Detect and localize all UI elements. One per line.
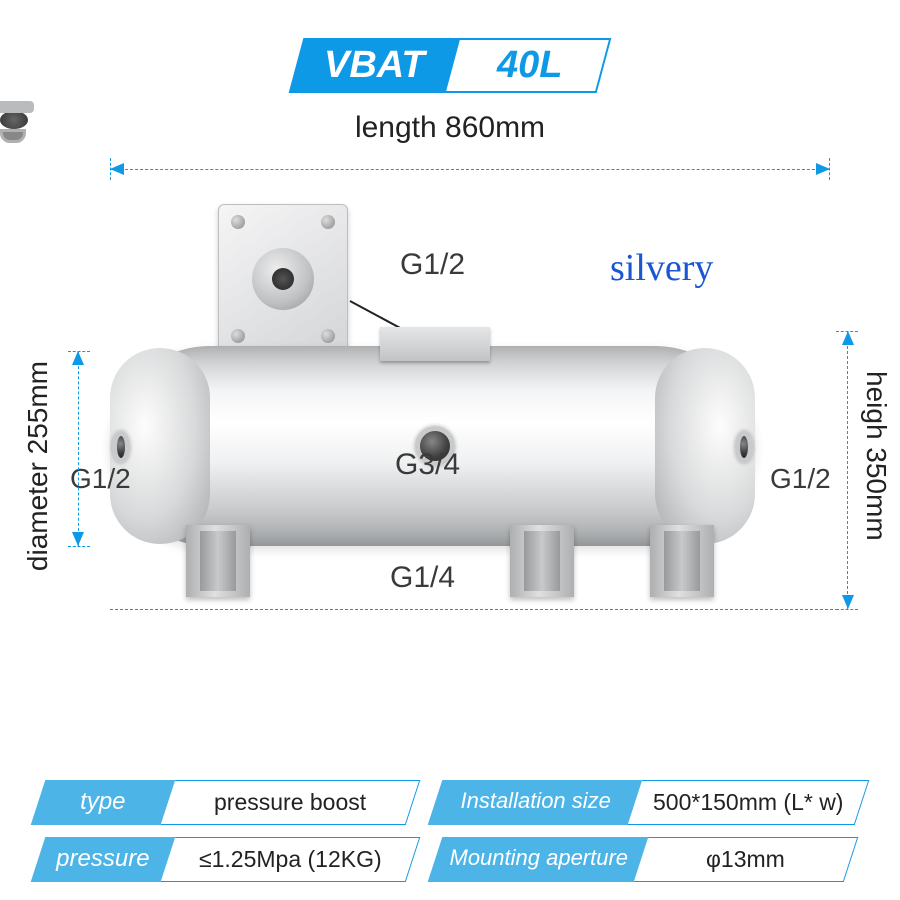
spec-row-install: Installation size 500*150mm (L* w) xyxy=(435,780,862,825)
spec-value-type: pressure boost xyxy=(160,780,420,825)
arrow-up-icon xyxy=(72,351,84,365)
spec-row-pressure: pressure ≤1.25Mpa (12KG) xyxy=(38,837,413,882)
spec-value-text: 500*150mm (L* w) xyxy=(653,789,843,816)
height-tick-bottom xyxy=(836,609,858,610)
spec-label-mount: Mounting aperture xyxy=(427,837,648,882)
spec-value-text: ≤1.25Mpa (12KG) xyxy=(198,846,381,873)
spec-label-text: type xyxy=(80,788,125,816)
bolt-icon xyxy=(321,215,335,229)
tank-foot xyxy=(186,525,250,597)
length-label: length 860mm xyxy=(0,111,900,145)
spec-value-mount: φ13mm xyxy=(634,837,859,882)
spec-label-text: pressure xyxy=(56,845,149,873)
diameter-label: diameter 255mm xyxy=(22,361,54,571)
flange-plate xyxy=(218,204,348,354)
model-badge: VBAT xyxy=(289,38,460,93)
flange-hole xyxy=(272,268,294,290)
arrow-down-icon xyxy=(72,532,84,546)
model-text: VBAT xyxy=(324,44,425,87)
height-label: heigh 350mm xyxy=(860,371,892,541)
port-label-center: G3/4 xyxy=(395,448,460,482)
spec-row-type: type pressure boost xyxy=(38,780,413,825)
spec-label-install: Installation size xyxy=(427,780,642,825)
top-mount-block xyxy=(380,327,490,361)
port-label-right: G1/2 xyxy=(770,463,831,495)
port-left xyxy=(112,431,130,463)
spec-value-pressure: ≤1.25Mpa (12KG) xyxy=(160,837,420,882)
spec-tables: type pressure boost pressure ≤1.25Mpa (1… xyxy=(0,780,900,882)
spec-value-text: pressure boost xyxy=(214,789,366,816)
length-dim-line xyxy=(110,169,830,170)
flange-boss xyxy=(252,248,314,310)
port-label-bottom: G1/4 xyxy=(390,561,455,595)
diameter-tick-bottom xyxy=(68,546,90,547)
header: VBAT 40L xyxy=(0,0,900,93)
capacity-text: 40L xyxy=(497,44,562,87)
capacity-badge: 40L xyxy=(437,38,611,93)
spec-value-text: φ13mm xyxy=(706,846,785,873)
color-label: silvery xyxy=(610,246,713,290)
tank-foot xyxy=(650,525,714,597)
arrow-right-icon xyxy=(816,163,830,175)
spec-row-mount: Mounting aperture φ13mm xyxy=(435,837,862,882)
bolt-icon xyxy=(231,329,245,343)
spec-value-install: 500*150mm (L* w) xyxy=(627,780,869,825)
diameter-dim-line xyxy=(78,351,79,546)
arrow-left-icon xyxy=(110,163,124,175)
arrow-down-icon xyxy=(842,595,854,609)
spec-col-left: type pressure boost pressure ≤1.25Mpa (1… xyxy=(38,780,413,882)
diagram: length 860mm G1/2 G1/2 G1/2 G3/4 xyxy=(0,111,900,731)
spec-col-right: Installation size 500*150mm (L* w) Mount… xyxy=(435,780,862,882)
spec-label-text: Installation size xyxy=(460,788,610,814)
bolt-icon xyxy=(321,329,335,343)
height-dim-line xyxy=(847,331,848,609)
arrow-up-icon xyxy=(842,331,854,345)
spec-label-type: type xyxy=(30,780,175,825)
bottom-ref-line xyxy=(110,609,838,610)
spec-label-pressure: pressure xyxy=(30,837,175,882)
port-label-left: G1/2 xyxy=(70,463,131,495)
tank-foot xyxy=(510,525,574,597)
bolt-icon xyxy=(231,215,245,229)
port-right xyxy=(735,431,753,463)
spec-label-text: Mounting aperture xyxy=(449,845,628,871)
port-label-top: G1/2 xyxy=(400,248,465,282)
